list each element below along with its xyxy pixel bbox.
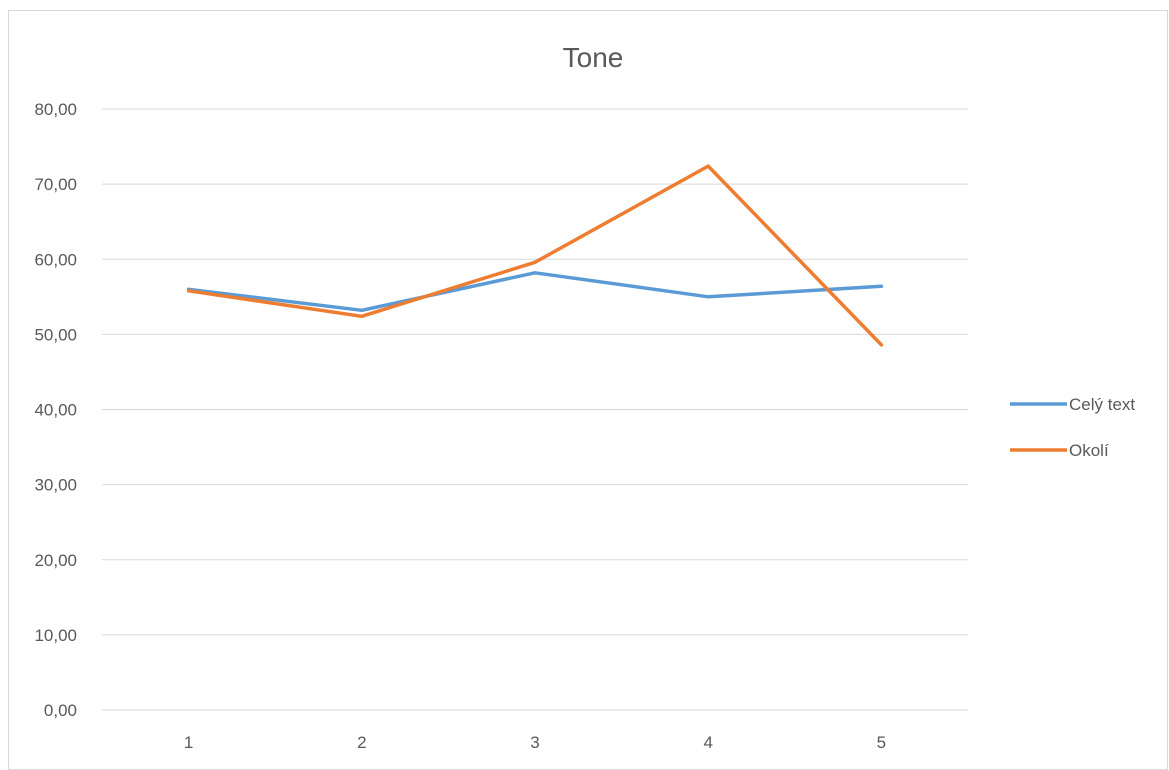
legend-label: Celý text	[1069, 395, 1135, 414]
x-tick-label: 2	[357, 733, 366, 752]
x-tick-label: 4	[703, 733, 712, 752]
y-tick-label: 60,00	[34, 250, 77, 269]
y-tick-label: 70,00	[34, 175, 77, 194]
legend: Celý text Okolí	[1010, 395, 1135, 460]
y-tick-label: 40,00	[34, 401, 77, 420]
y-tick-label: 30,00	[34, 476, 77, 495]
chart-title: Tone	[563, 42, 624, 73]
y-tick-label: 0,00	[44, 701, 77, 720]
y-tick-label: 10,00	[34, 626, 77, 645]
series-line-0	[186, 271, 884, 313]
x-tick-label: 1	[184, 733, 193, 752]
x-tick-label: 5	[877, 733, 886, 752]
legend-label: Okolí	[1069, 441, 1109, 460]
series-lines	[186, 164, 884, 347]
y-tick-label: 50,00	[34, 325, 77, 344]
x-tick-label: 3	[530, 733, 539, 752]
y-tick-label: 20,00	[34, 551, 77, 570]
chart-frame	[8, 10, 1168, 770]
axes: 0,00 10,00 20,00 30,00 40,00 50,00 60,00 70,00 8…	[34, 100, 968, 752]
y-tick-label: 80,00	[34, 100, 77, 119]
gridlines	[102, 108, 968, 636]
series-line-1	[186, 164, 884, 347]
